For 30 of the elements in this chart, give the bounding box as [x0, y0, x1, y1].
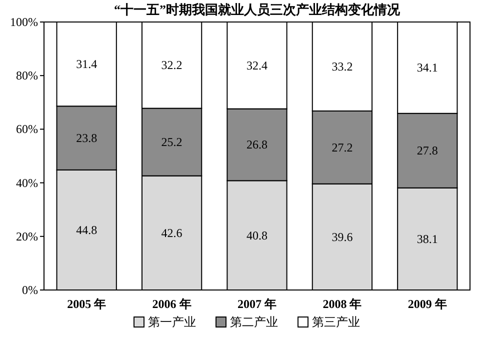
data-label: 32.4: [246, 58, 268, 72]
data-label: 23.8: [76, 131, 98, 146]
data-label: 27.8: [416, 144, 438, 158]
y-tick-label: 60%: [16, 122, 38, 136]
data-label: 25.2: [161, 135, 182, 150]
data-label: 26.8: [246, 138, 268, 152]
y-tick-label: 40%: [16, 176, 38, 190]
y-tick-label: 20%: [16, 229, 38, 244]
data-label: 33.2: [332, 59, 353, 74]
y-tick-label: 80%: [16, 68, 38, 83]
data-label: 40.8: [246, 228, 268, 242]
x-tick-label: 2008 年: [322, 297, 362, 311]
x-tick-label: 2005 年: [67, 297, 106, 311]
y-tick-label: 0%: [22, 283, 38, 297]
x-tick-label: 2009 年: [408, 297, 447, 311]
data-label: 31.4: [76, 57, 98, 72]
legend-label: 第二产业: [230, 315, 278, 329]
x-tick-label: 2006 年: [152, 297, 192, 311]
data-label: 44.8: [76, 222, 98, 237]
legend-label: 第一产业: [148, 315, 196, 329]
x-tick-label: 2007 年: [238, 297, 276, 311]
data-label: 39.6: [332, 230, 353, 244]
data-label: 27.2: [332, 140, 353, 154]
data-label: 38.1: [416, 232, 438, 246]
data-label: 32.2: [161, 58, 182, 72]
chart-title: “十一五”时期我国就业人员三次产业结构变化情况: [114, 2, 401, 17]
data-label: 34.1: [416, 60, 438, 75]
legend-label: 第三产业: [312, 315, 360, 329]
y-tick-label: 100%: [10, 15, 38, 29]
data-label: 42.6: [161, 226, 182, 240]
